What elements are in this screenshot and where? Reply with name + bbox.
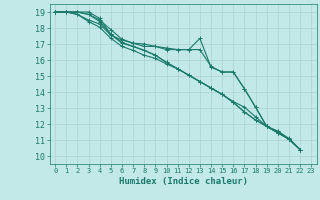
X-axis label: Humidex (Indice chaleur): Humidex (Indice chaleur) bbox=[119, 177, 248, 186]
